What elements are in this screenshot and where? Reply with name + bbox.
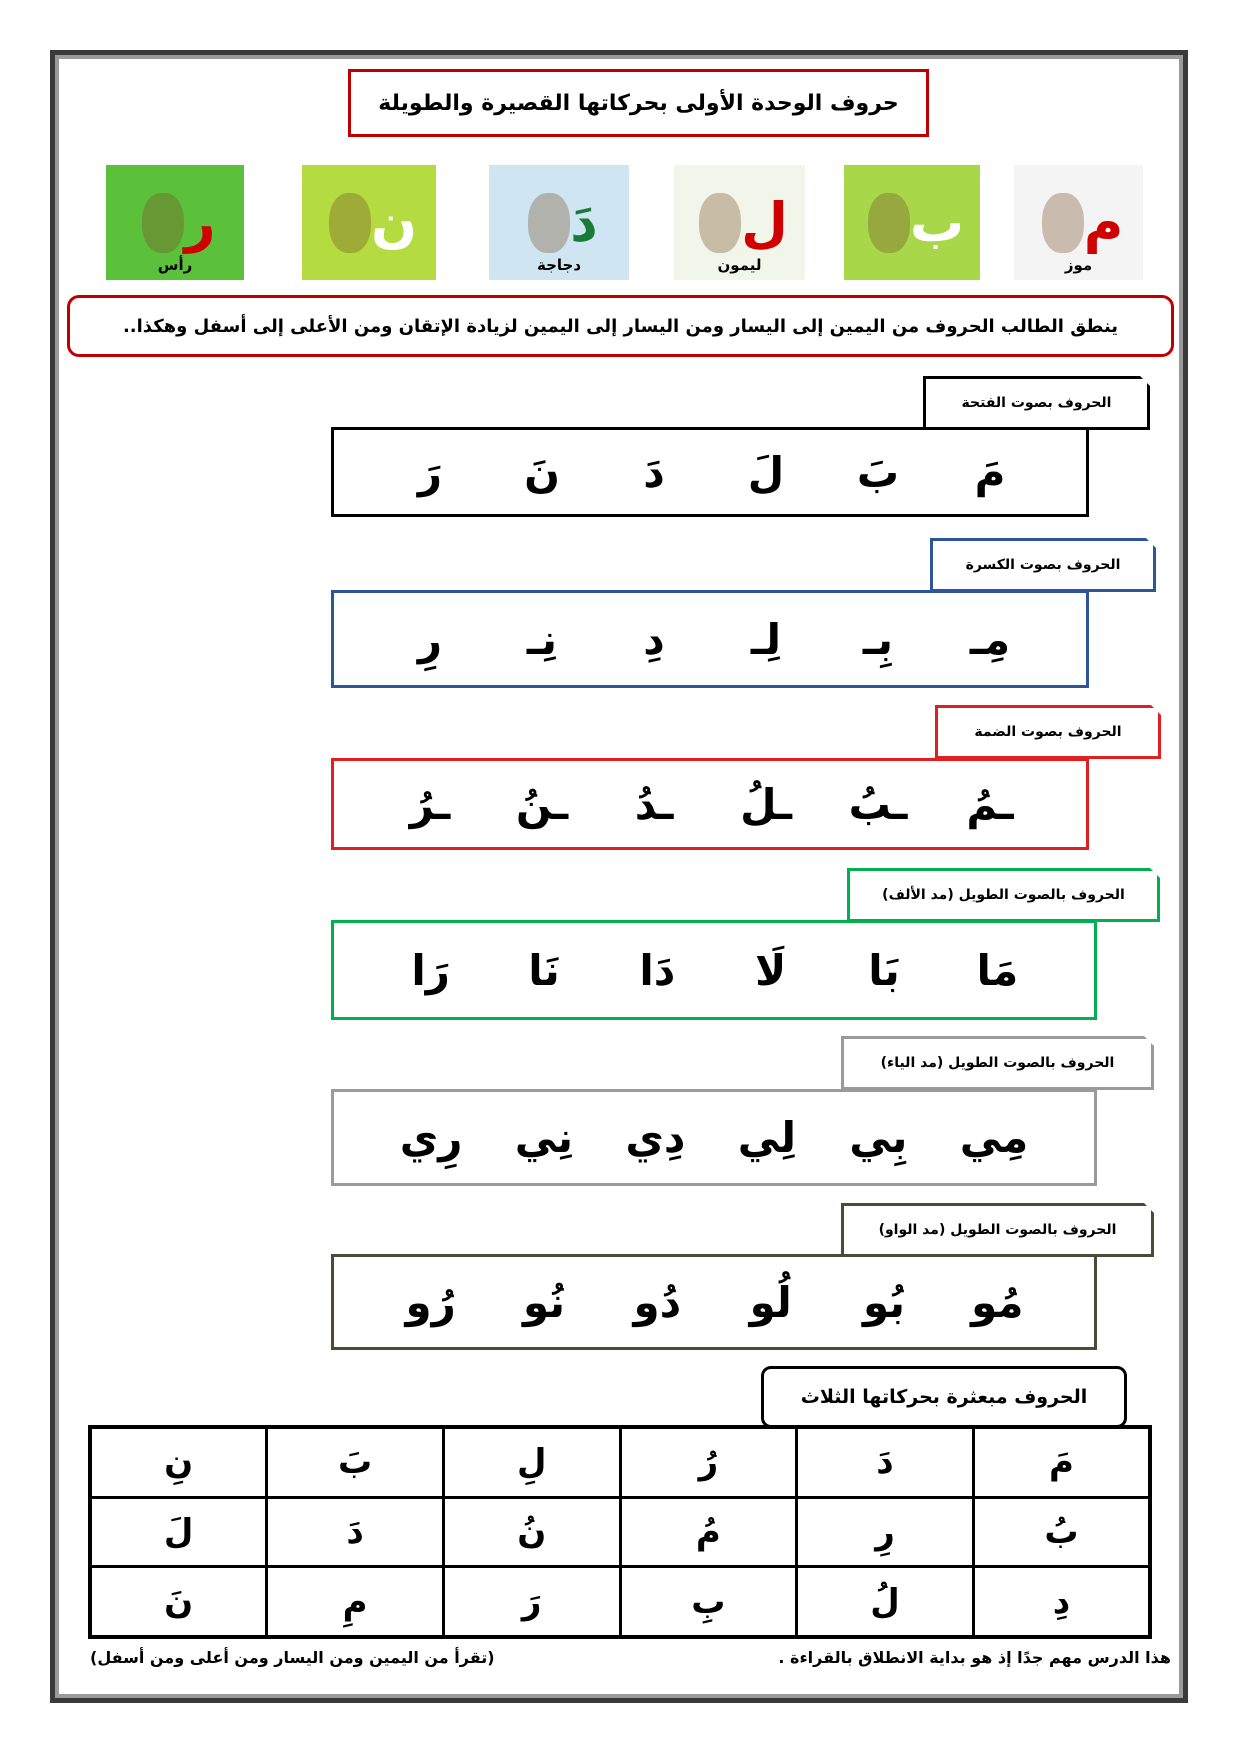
picture-letter: م [1083, 191, 1124, 254]
section-label: الحروف بصوت الكسرة [930, 538, 1156, 592]
letters-row-box: ـمُ ـبُ ـلُ ـدُ ـنُ ـرُ [331, 758, 1089, 850]
section-label: الحروف بالصوت الطويل (مد الواو) [841, 1203, 1154, 1257]
letter: لُو [749, 1277, 792, 1327]
page-frame [50, 50, 1188, 1703]
table-cell: رَ [441, 1565, 622, 1639]
footer-reading-hint: (تقرأ من اليمين ومن اليسار ومن أعلى ومن … [90, 1648, 495, 1667]
picture-letter: دَ [570, 191, 598, 254]
instruction-box: ينطق الطالب الحروف من اليمين إلى اليسار … [67, 295, 1174, 357]
letter: بِي [849, 1113, 908, 1162]
letter: بَا [868, 945, 900, 995]
letter: دِي [625, 1113, 686, 1162]
letter: ـدُ [634, 779, 674, 829]
letters-row-box: مَا بَا لَا دَا نَا رَا [331, 920, 1097, 1020]
letter: مَ [974, 447, 1006, 497]
section-label: الحروف بصوت الفتحة [923, 376, 1150, 430]
table-cell: نِ [88, 1425, 269, 1499]
table-cell: بِ [618, 1565, 799, 1639]
hen-icon [528, 192, 571, 253]
picture-card-cow: ب [844, 165, 980, 280]
picture-word: دجاجة [536, 256, 582, 274]
table-cell: رُ [618, 1425, 799, 1499]
letter: بُو [862, 1277, 906, 1327]
lemon-icon [699, 192, 742, 253]
footer-note: هذا الدرس مهم جدًا إذ هو بداية الانطلاق … [778, 1648, 1171, 1667]
letter: مِي [959, 1113, 1029, 1162]
letter: لَ [747, 447, 785, 497]
letter: مُو [971, 1277, 1024, 1327]
letter: رَا [411, 945, 450, 995]
cow-icon [867, 192, 910, 253]
table-row: دِ لُ بِ رَ مِ نَ [88, 1565, 1152, 1639]
letter: نَا [528, 945, 560, 995]
table-cell: بُ [971, 1495, 1152, 1569]
picture-letter: ن [370, 191, 418, 254]
letter: ـلُ [740, 779, 792, 829]
boy-face-icon [142, 192, 185, 253]
picture-word: موز [1064, 256, 1093, 274]
ant-icon [328, 192, 371, 253]
table-cell: دَ [795, 1425, 975, 1499]
picture-letter: ل [741, 191, 788, 254]
picture-card-banana: م موز [1014, 165, 1143, 280]
picture-letter: ر [184, 191, 216, 254]
letter: رُو [405, 1277, 456, 1327]
letter: رِي [399, 1113, 463, 1162]
table-cell: نَ [88, 1565, 269, 1639]
letter: ـرُ [409, 779, 451, 829]
banana-icon [1041, 192, 1084, 253]
page-title: حروف الوحدة الأولى بحركاتها القصيرة والط… [348, 69, 929, 137]
letter: لِي [737, 1113, 796, 1162]
letter: نِـ [526, 614, 558, 664]
table-cell: دِ [971, 1565, 1152, 1639]
table-cell: بَ [265, 1425, 445, 1499]
table-cell: لِ [441, 1425, 622, 1499]
letter: لِـ [750, 614, 782, 664]
picture-letter: ب [909, 191, 965, 254]
picture-card-hen: دَ دجاجة [489, 165, 629, 280]
table-cell: لُ [795, 1565, 975, 1639]
picture-word: رأس [157, 256, 193, 274]
section-label: الحروف بصوت الضمة [935, 705, 1161, 759]
letters-row-box: مَ بَ لَ دَ نَ رَ [331, 427, 1089, 517]
letter: دَا [639, 945, 676, 995]
letter: ـبُ [848, 779, 908, 829]
letter: مَا [976, 945, 1019, 995]
letter: نِي [514, 1113, 574, 1162]
table-cell: لَ [88, 1495, 269, 1569]
picture-card-ant: ن [302, 165, 436, 280]
picture-word: ليمون [717, 256, 762, 274]
section-label: الحروف بالصوت الطويل (مد الألف) [847, 868, 1160, 922]
section-label: الحروف بالصوت الطويل (مد الياء) [841, 1036, 1154, 1090]
table-cell: نُ [441, 1495, 622, 1569]
letter: نَ [524, 447, 560, 497]
table-cell: مِ [265, 1565, 445, 1639]
table-cell: مَ [971, 1425, 1152, 1499]
picture-card-lemon: ل ليمون [674, 165, 805, 280]
letter: دَ [643, 447, 665, 497]
letter: رَ [417, 447, 443, 497]
picture-card-boy-face: ر رأس [106, 165, 244, 280]
table-cell: دَ [265, 1495, 445, 1569]
table-cell: مُ [618, 1495, 799, 1569]
letters-row-box: مُو بُو لُو دُو نُو رُو [331, 1254, 1097, 1350]
letter: مِـ [969, 614, 1011, 664]
letter: لَا [755, 945, 787, 995]
table-row: بُ رِ مُ نُ دَ لَ [88, 1495, 1152, 1569]
letters-row-box: مِـ بِـ لِـ دِ نِـ رِ [331, 590, 1089, 688]
letter: بِـ [862, 614, 894, 664]
letter: بَ [856, 447, 900, 497]
letters-row-box: مِي بِي لِي دِي نِي رِي [331, 1089, 1097, 1186]
table-row: مَ دَ رُ لِ بَ نِ [88, 1425, 1152, 1499]
letter: رِ [417, 614, 443, 664]
letter: دِ [643, 614, 665, 664]
scattered-label: الحروف مبعثرة بحركاتها الثلاث [761, 1366, 1127, 1428]
letter: دُو [633, 1277, 682, 1327]
scattered-letters-table: مَ دَ رُ لِ بَ نِ بُ رِ مُ نُ دَ لَ دِ لُ بِ رَ مِ نَ [88, 1425, 1152, 1639]
table-cell: رِ [795, 1495, 975, 1569]
letter: نُو [522, 1277, 566, 1327]
letter: ـنُ [515, 779, 569, 829]
letter: ـمُ [966, 779, 1014, 829]
